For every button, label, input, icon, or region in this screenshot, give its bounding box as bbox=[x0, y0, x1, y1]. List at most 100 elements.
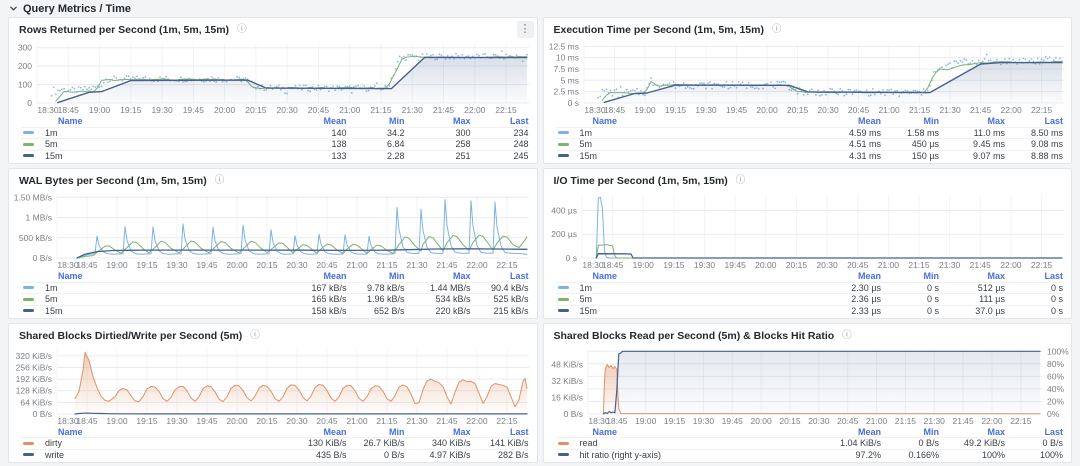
svg-text:21:30: 21:30 bbox=[939, 105, 961, 115]
panel-header[interactable]: Execution Time per Second (1m, 5m, 15m) … bbox=[544, 18, 1072, 40]
legend-series-swatch[interactable] bbox=[557, 453, 569, 457]
legend-col-last[interactable]: Last bbox=[509, 426, 529, 437]
legend-series-swatch[interactable] bbox=[557, 441, 569, 445]
legend-series-label[interactable]: read bbox=[579, 438, 598, 449]
legend-series-swatch[interactable] bbox=[557, 297, 569, 301]
legend-series-label[interactable]: 5m bbox=[45, 294, 58, 305]
chevron-down-icon[interactable] bbox=[9, 4, 18, 13]
legend-col-min[interactable]: Min bbox=[389, 271, 405, 282]
chart-io-time[interactable]: 18:30 18:45 19:00 19:15 19:30 19:45 20:00 20:15… bbox=[544, 191, 1072, 271]
svg-text:20:00: 20:00 bbox=[226, 260, 248, 270]
legend-series-label[interactable]: 15m bbox=[579, 150, 598, 161]
legend-col-last[interactable]: Last bbox=[509, 271, 529, 282]
svg-text:100%: 100% bbox=[1047, 346, 1069, 356]
legend-series-value: 1.04 KiB/s bbox=[839, 438, 881, 449]
legend-series-label[interactable]: 15m bbox=[579, 305, 598, 316]
legend-series-value: 138 bbox=[331, 139, 347, 150]
legend-col-last[interactable]: Last bbox=[509, 116, 529, 127]
legend-col-last[interactable]: Last bbox=[1044, 116, 1063, 127]
info-icon[interactable]: ⓘ bbox=[735, 175, 746, 187]
legend-series-swatch[interactable] bbox=[23, 297, 34, 301]
legend-series-label[interactable]: dirty bbox=[45, 438, 63, 449]
legend-col-name[interactable]: Name bbox=[58, 116, 83, 127]
panel-rows-returned: Rows Returned per Second (1m, 5m, 15m) ⓘ… bbox=[8, 17, 538, 164]
legend-series-swatch[interactable] bbox=[557, 154, 569, 158]
legend-series-swatch[interactable] bbox=[23, 131, 34, 135]
legend-series-swatch[interactable] bbox=[23, 309, 34, 313]
svg-text:21:30: 21:30 bbox=[402, 105, 424, 115]
legend-series-swatch[interactable] bbox=[557, 142, 569, 146]
legend-col-last[interactable]: Last bbox=[1044, 426, 1063, 437]
legend-col-min[interactable]: Min bbox=[389, 426, 405, 437]
legend-series-value: 0 B/s bbox=[1042, 438, 1063, 449]
legend-series-label[interactable]: hit ratio (right y-axis) bbox=[579, 449, 662, 460]
svg-text:20:45: 20:45 bbox=[308, 105, 330, 115]
svg-text:128 KiB/s: 128 KiB/s bbox=[16, 386, 52, 396]
svg-text:18:30: 18:30 bbox=[588, 416, 610, 426]
svg-text:0 s: 0 s bbox=[567, 98, 578, 108]
legend-series-value: 37.0 µs bbox=[975, 305, 1005, 316]
info-icon[interactable]: ⓘ bbox=[842, 330, 852, 342]
svg-text:22:15: 22:15 bbox=[1030, 260, 1052, 270]
legend-series-swatch[interactable] bbox=[557, 309, 569, 313]
legend-col-mean[interactable]: Mean bbox=[323, 426, 347, 437]
panel-header[interactable]: WAL Bytes per Second (1m, 5m, 15m) ⓘ bbox=[9, 169, 537, 191]
legend-col-mean[interactable]: Mean bbox=[323, 271, 347, 282]
panel-header[interactable]: Rows Returned per Second (1m, 5m, 15m) ⓘ… bbox=[9, 18, 537, 40]
chart-blocks-read-hit-ratio[interactable]: 18:30 18:45 19:00 19:15 19:30 19:45 20:00 20:15… bbox=[544, 346, 1072, 427]
info-icon[interactable]: ⓘ bbox=[250, 330, 260, 342]
legend-series-swatch[interactable] bbox=[23, 441, 34, 445]
legend-col-min[interactable]: Min bbox=[389, 116, 405, 127]
legend-series-swatch[interactable] bbox=[557, 286, 569, 290]
legend-series-label[interactable]: 5m bbox=[579, 294, 593, 305]
legend-row: 1m 140 34.2 300 234 bbox=[21, 126, 529, 139]
panel-menu-icon[interactable]: ⋮ bbox=[516, 21, 534, 38]
legend-series-swatch[interactable] bbox=[23, 142, 34, 146]
legend-col-mean[interactable]: Mean bbox=[857, 426, 881, 437]
legend-series-label[interactable]: 15m bbox=[45, 305, 63, 316]
legend-series-label[interactable]: 5m bbox=[45, 139, 58, 150]
legend-series-swatch[interactable] bbox=[23, 286, 34, 290]
legend-col-max[interactable]: Max bbox=[987, 116, 1005, 127]
legend-col-last[interactable]: Last bbox=[1044, 271, 1063, 282]
legend-series-label[interactable]: 15m bbox=[45, 150, 63, 161]
legend-series-swatch[interactable] bbox=[557, 131, 569, 135]
legend-series-swatch[interactable] bbox=[23, 154, 34, 158]
legend-col-mean[interactable]: Mean bbox=[857, 116, 881, 127]
legend-series-swatch[interactable] bbox=[23, 453, 34, 457]
legend-col-min[interactable]: Min bbox=[923, 271, 940, 282]
svg-text:19:30: 19:30 bbox=[693, 260, 715, 270]
legend-col-max[interactable]: Max bbox=[987, 426, 1005, 437]
legend-col-name[interactable]: Name bbox=[58, 426, 83, 437]
legend-series-label[interactable]: 5m bbox=[579, 139, 593, 150]
legend-col-mean[interactable]: Mean bbox=[857, 271, 881, 282]
chart-rows-returned[interactable]: 18:30 18:45 19:00 19:15 19:30 19:45 20:00 20:15… bbox=[9, 40, 537, 116]
panel-header[interactable]: Shared Blocks Dirtied/Write per Second (… bbox=[9, 324, 537, 346]
legend-col-name[interactable]: Name bbox=[592, 271, 618, 282]
panel-header[interactable]: I/O Time per Second (1m, 5m, 15m) ⓘ bbox=[544, 169, 1072, 191]
legend-series-label[interactable]: 1m bbox=[45, 127, 58, 138]
info-icon[interactable]: ⓘ bbox=[771, 24, 782, 36]
legend-series-label[interactable]: write bbox=[45, 449, 65, 460]
legend-series-label[interactable]: 1m bbox=[579, 282, 593, 293]
legend-col-max[interactable]: Max bbox=[452, 116, 471, 127]
legend-series-label[interactable]: 1m bbox=[579, 127, 593, 138]
info-icon[interactable]: ⓘ bbox=[237, 24, 247, 36]
legend-col-min[interactable]: Min bbox=[923, 116, 940, 127]
legend-series-label[interactable]: 1m bbox=[45, 282, 58, 293]
legend-col-min[interactable]: Min bbox=[923, 426, 940, 437]
chart-execution-time[interactable]: 18:30 18:45 19:00 19:15 19:30 19:45 20:00 20:15… bbox=[544, 40, 1072, 116]
legend-col-mean[interactable]: Mean bbox=[323, 116, 347, 127]
info-icon[interactable]: ⓘ bbox=[214, 175, 225, 187]
legend-col-name[interactable]: Name bbox=[58, 271, 83, 282]
legend-col-max[interactable]: Max bbox=[452, 426, 471, 437]
legend-col-name[interactable]: Name bbox=[592, 116, 618, 127]
svg-text:21:00: 21:00 bbox=[346, 416, 368, 426]
dashboard-row-header[interactable]: Query Metrics / Time bbox=[0, 0, 1080, 16]
legend-col-name[interactable]: Name bbox=[592, 426, 618, 437]
panel-header[interactable]: Shared Blocks Read per Second (5m) & Blo… bbox=[544, 324, 1072, 346]
legend-col-max[interactable]: Max bbox=[987, 271, 1005, 282]
chart-blocks-dirtied-write[interactable]: 18:30 18:45 19:00 19:15 19:30 19:45 20:00 20:15… bbox=[9, 346, 537, 427]
chart-wal-bytes[interactable]: 18:30 18:45 19:00 19:15 19:30 19:45 20:00 20:15… bbox=[9, 191, 537, 271]
legend-col-max[interactable]: Max bbox=[452, 271, 471, 282]
